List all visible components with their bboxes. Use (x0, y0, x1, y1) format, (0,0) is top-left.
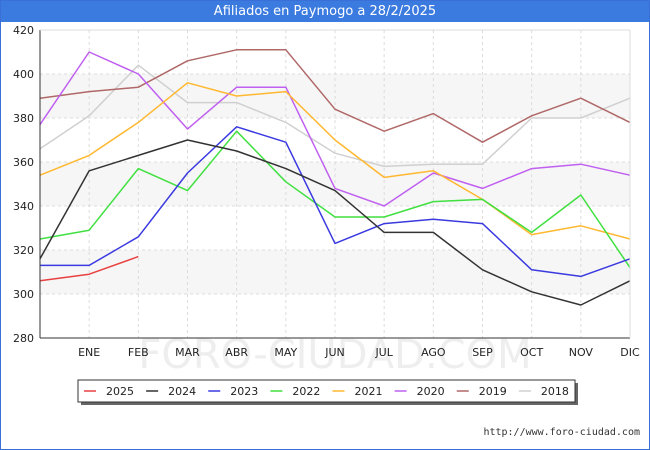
x-tick-label: NOV (569, 346, 594, 359)
y-tick-label: 400 (13, 68, 34, 81)
series-line-2021 (39, 82, 631, 240)
chart-title: Afiliados en Paymogo a 28/2/2025 (1, 1, 649, 22)
x-tick-label: DIC (620, 346, 640, 359)
legend-label-2024: 2024 (168, 385, 196, 398)
series-line-2025 (39, 255, 139, 282)
x-tick-label: SEP (472, 346, 493, 359)
x-tick-label: JUL (374, 346, 393, 359)
y-tick-label: 340 (13, 200, 34, 213)
x-tick-label: JUN (324, 346, 345, 359)
watermark-text: FORO-CIUDAD.COM (138, 332, 531, 378)
y-tick-label: 420 (13, 24, 34, 37)
series-line-2023 (40, 126, 631, 278)
series-line-2024 (39, 139, 631, 306)
series-line-2018 (39, 64, 631, 168)
series-line-2019 (39, 49, 631, 143)
legend-label-2018: 2018 (541, 385, 569, 398)
y-tick-label: 380 (13, 112, 34, 125)
series-line-2020 (39, 51, 631, 207)
y-tick-label: 300 (13, 288, 34, 301)
series-line-2022 (39, 130, 631, 269)
y-tick-label: 280 (13, 332, 34, 345)
y-tick-label: 320 (13, 244, 34, 257)
x-tick-label: ENE (78, 346, 100, 359)
legend-label-2023: 2023 (230, 385, 258, 398)
source-url[interactable]: http://www.foro-ciudad.com (483, 427, 640, 438)
legend-label-2025: 2025 (106, 385, 134, 398)
legend-label-2022: 2022 (292, 385, 320, 398)
y-tick-label: 360 (13, 156, 34, 169)
x-tick-label: OCT (520, 346, 543, 359)
legend-label-2019: 2019 (479, 385, 507, 398)
x-tick-label: ABR (225, 346, 248, 359)
x-tick-label: MAY (274, 346, 297, 359)
x-tick-label: MAR (175, 346, 200, 359)
legend-label-2020: 2020 (417, 385, 445, 398)
legend-label-2021: 2021 (355, 385, 383, 398)
x-tick-label: AGO (421, 346, 446, 359)
legend-box (77, 379, 576, 403)
x-tick-label: FEB (128, 346, 149, 359)
